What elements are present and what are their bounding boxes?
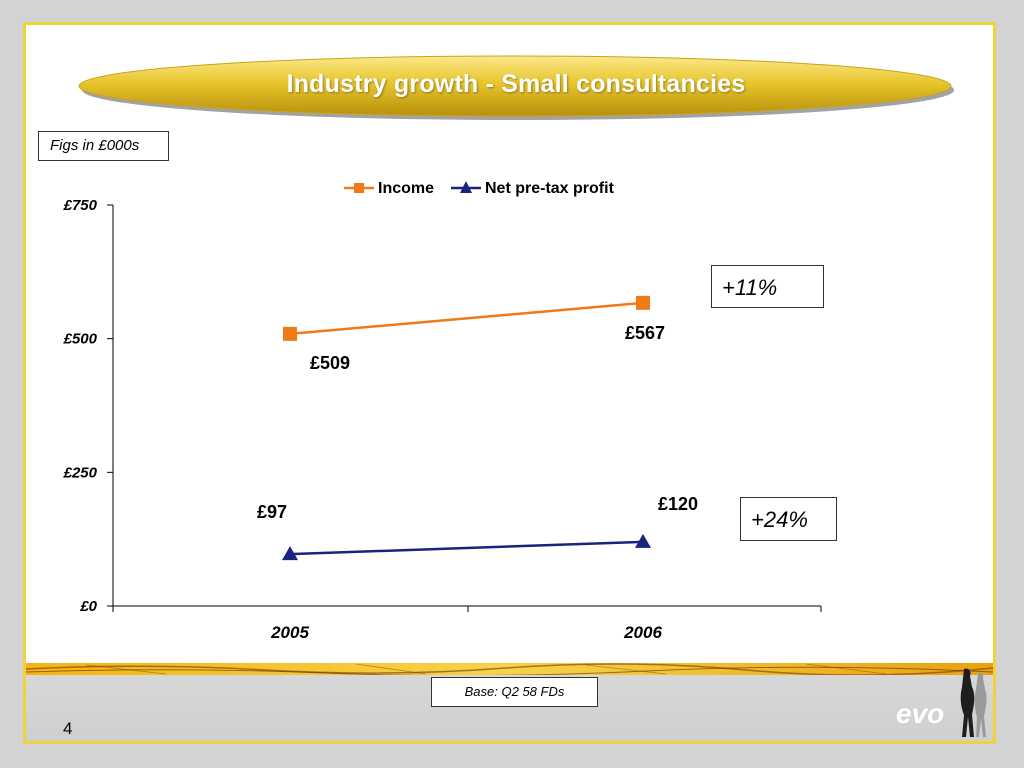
y-tick-label: £750	[63, 197, 98, 214]
y-tick-label: £0	[79, 598, 97, 615]
data-label: £567	[625, 323, 665, 343]
profit-point-marker	[282, 546, 298, 561]
y-tick-label: £250	[63, 464, 98, 481]
series-line-income	[289, 301, 644, 336]
y-tick-label: £500	[63, 331, 98, 348]
profit-change-label: +24%	[740, 497, 837, 541]
data-label: £509	[310, 353, 350, 373]
chart-axes	[112, 205, 821, 607]
slide-title: Industry growth - Small consultancies	[286, 70, 746, 98]
x-tick-label: 2006	[623, 623, 662, 642]
data-label: £97	[257, 502, 287, 522]
legend-marker-profit	[460, 181, 472, 193]
series-line-profit	[289, 540, 644, 556]
logo-text: evo	[896, 698, 944, 729]
legend-marker-income	[354, 183, 364, 193]
line-chart: £0£250£500£750 2005 2006 £509£567£97 £120 …	[63, 180, 822, 642]
data-label: £120	[658, 494, 698, 514]
footer-decorative-band	[26, 663, 993, 675]
title-banner	[78, 55, 954, 120]
income-point-marker	[636, 295, 650, 310]
chart-legend: Income Net pre-tax profit	[344, 180, 615, 197]
legend-label: Income	[378, 180, 434, 197]
figs-note: Figs in £000s	[38, 131, 169, 161]
base-note: Base: Q2 58 FDs	[431, 677, 598, 707]
footer: Base: Q2 58 FDs 4 evo	[26, 663, 993, 741]
evo-logo: evo	[896, 668, 987, 737]
page-number: 4	[63, 719, 73, 738]
y-axis-ticks: £0 £250 £500 £750	[63, 197, 113, 615]
income-point-marker	[283, 326, 297, 341]
x-tick-label: 2005	[270, 623, 309, 642]
slide: Industry growth - Small consultancies Fi…	[23, 22, 996, 744]
income-change-label: +11%	[711, 265, 824, 308]
legend-label: Net pre-tax profit	[485, 180, 615, 197]
x-axis-ticks: 2005 2006	[112, 606, 822, 642]
profit-point-marker	[635, 533, 651, 548]
series-layer: £509 £567 £97 £120	[257, 295, 698, 561]
